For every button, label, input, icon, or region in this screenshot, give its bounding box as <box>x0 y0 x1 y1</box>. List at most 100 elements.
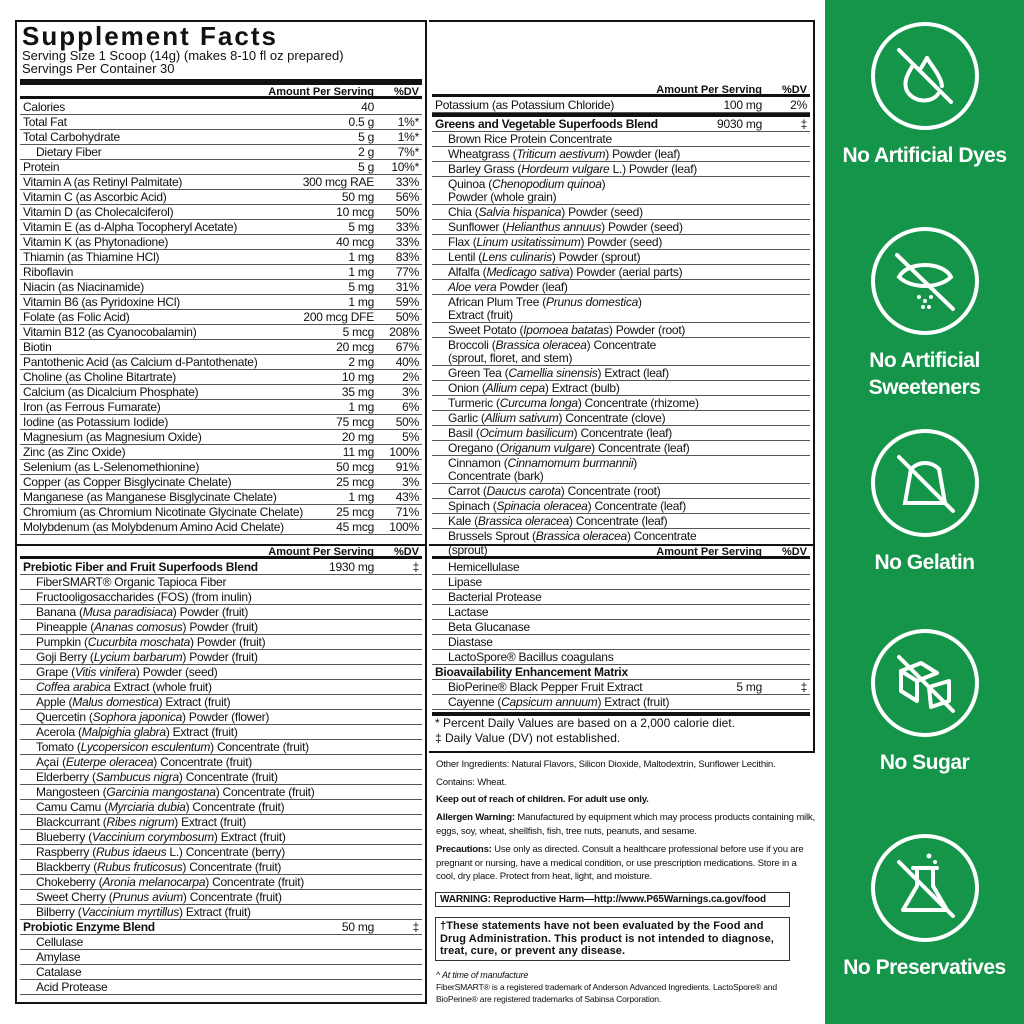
ingredient-name: BioPerine® Black Pepper Fruit Extract <box>435 680 810 694</box>
ingredient-name: Coffea arabica Extract (whole fruit) <box>23 680 422 694</box>
ingredient-name: Sunflower (Helianthus annuus) Powder (se… <box>435 220 810 234</box>
latin-name: Cucurbita moschata <box>87 635 190 649</box>
table-row: Green Tea (Camellia sinensis) Extract (l… <box>432 366 810 381</box>
prebiotic-blend-list: Prebiotic Fiber and Fruit Superfoods Ble… <box>17 560 425 995</box>
ingredient-name: Prebiotic Fiber and Fruit Superfoods Ble… <box>23 560 422 574</box>
amount-per-serving: 20 mcg <box>336 340 374 354</box>
ingredient-detail: ) Extract (fruit) <box>179 905 251 919</box>
percent-daily-value: 1%* <box>397 115 420 129</box>
ingredient-name: Thiamin (as Thiamine HCl) <box>23 250 422 264</box>
latin-name: Musa paradisiaca <box>82 605 173 619</box>
ingredient-name: Greens and Vegetable Superfoods Blend <box>435 117 810 131</box>
table-row: Vitamin K (as Phytonadione) 40 mcg 33% <box>20 235 422 250</box>
ingredient-name: Total Fat <box>23 115 422 129</box>
latin-name: Ipomoea batatas <box>523 323 609 337</box>
table-row: Catalase <box>20 965 422 980</box>
fda-disclaimer: †These statements have not been evaluate… <box>435 917 790 961</box>
table-row: Manganese (as Manganese Bisglycinate Che… <box>20 490 422 505</box>
ingredient-detail: ) Extract (fruit) <box>448 295 642 322</box>
ingredient-name: Sweet Cherry (Prunus avium) Concentrate … <box>23 890 422 904</box>
ingredient-name: Molybdenum (as Molybdenum Amino Acid Che… <box>23 520 422 534</box>
column-header: Amount Per Serving %DV <box>20 545 422 559</box>
ingredient-name-text: Tomato ( <box>36 740 81 754</box>
ingredient-name: Cellulase <box>23 935 422 949</box>
precautions-text: Use only as directed. Consult a healthca… <box>436 844 804 882</box>
table-row: Alfalfa (Medicago sativa) Powder (aerial… <box>432 265 810 280</box>
table-row: Spinach (Spinacia oleracea) Concentrate … <box>432 499 810 514</box>
table-row: Chromium (as Chromium Nicotinate Glycina… <box>20 505 422 520</box>
ingredient-detail: ) Concentrate (fruit) <box>182 860 282 874</box>
ingredient-name: Potassium (as Potassium Chloride) <box>435 98 810 112</box>
serving-size: Serving Size 1 Scoop (14g) (makes 8-10 f… <box>22 48 344 63</box>
other-ingredients: Other Ingredients: Natural Flavors, Sili… <box>436 759 776 770</box>
amount-per-serving: 1 mg <box>348 490 374 504</box>
latin-name: Aloe vera <box>448 280 497 294</box>
ingredient-name-text: Goji Berry ( <box>36 650 94 664</box>
table-row: Carrot (Daucus carota) Concentrate (root… <box>432 484 810 499</box>
amount-per-serving: 25 mcg <box>336 505 374 519</box>
percent-daily-value: 77% <box>395 265 420 279</box>
ingredient-detail: ) Concentrate (fruit) <box>182 890 282 904</box>
percent-daily-value: 50% <box>395 205 420 219</box>
ingredient-name-text: Camu Camu ( <box>36 800 108 814</box>
percent-daily-value: 6% <box>402 400 419 414</box>
ingredient-name: Niacin (as Niacinamide) <box>23 280 422 294</box>
amount-per-serving: 5 mg <box>348 220 374 234</box>
ingredient-name: Chokeberry (Aronia melanocarpa) Concentr… <box>23 875 422 889</box>
claims-sidebar: No Artificial Dyes No Artificial Sweeten… <box>825 0 1024 1024</box>
ingredient-name-text: Hemicellulase <box>448 560 520 574</box>
amount-per-serving: 200 mcg DFE <box>303 310 374 324</box>
ingredient-name-text: Zinc (as Zinc Oxide) <box>23 445 126 459</box>
table-row: Coffea arabica Extract (whole fruit) <box>20 680 422 695</box>
ingredient-name: Brown Rice Protein Concentrate <box>435 132 810 146</box>
ingredient-name-text: Choline (as Choline Bitartrate) <box>23 370 176 384</box>
table-row: Vitamin C (as Ascorbic Acid) 50 mg 56% <box>20 190 422 205</box>
table-row: BioPerine® Black Pepper Fruit Extract 5 m… <box>432 680 810 695</box>
ingredient-name: Pineapple (Ananas comosus) Powder (fruit… <box>23 620 422 634</box>
latin-name: Malus domestica <box>72 695 159 709</box>
percent-daily-value: 40% <box>395 355 420 369</box>
table-row: Elderberry (Sambucus nigra) Concentrate … <box>20 770 422 785</box>
percent-daily-value: ‡ <box>800 680 808 694</box>
amount-per-serving: 75 mcg <box>336 415 374 429</box>
ingredient-name-text: Niacin (as Niacinamide) <box>23 280 144 294</box>
ingredient-name-text: Cellulase <box>36 935 84 949</box>
table-row: Onion (Allium cepa) Extract (bulb) <box>432 381 810 396</box>
ingredient-detail: ) Extract (fruit) <box>158 695 231 709</box>
table-row: Turmeric (Curcuma longa) Concentrate (rh… <box>432 396 810 411</box>
table-row: Fructooligosaccharides (FOS) (from inuli… <box>20 590 422 605</box>
ingredient-name: Amylase <box>23 950 422 964</box>
table-row: Wheatgrass (Triticum aestivum) Powder (l… <box>432 147 810 162</box>
ingredient-name-text: Mangosteen ( <box>36 785 107 799</box>
ingredient-name-text: Elderberry ( <box>36 770 96 784</box>
table-row: Choline (as Choline Bitartrate) 10 mg 2% <box>20 370 422 385</box>
ingredient-detail: ) Concentrate (leaf) <box>587 499 687 513</box>
sugar-cube-slash-icon <box>870 629 979 737</box>
table-row: Iodine (as Potassium Iodide) 75 mcg 50% <box>20 415 422 430</box>
ingredient-name-text: Protein <box>23 160 60 174</box>
amount-per-serving: 1 mg <box>348 400 374 414</box>
ingredient-name: Beta Glucanase <box>435 620 810 634</box>
amount-per-serving: 100 mg <box>723 98 762 112</box>
amount-per-serving: 11 mg <box>342 445 374 459</box>
ingredient-name-text: Turmeric ( <box>448 396 500 410</box>
ingredient-name-text: Iron (as Ferrous Fumarate) <box>23 400 161 414</box>
ingredient-name-text: Prebiotic Fiber and Fruit Superfoods Ble… <box>23 560 258 574</box>
ingredient-name-text: Vitamin E (as d-Alpha Tocopheryl Acetate… <box>23 220 238 234</box>
ingredient-name-text: Apple ( <box>36 695 73 709</box>
ingredient-name: Mangosteen (Garcinia mangostana) Concent… <box>23 785 422 799</box>
ingredient-name-text: Sweet Potato ( <box>448 323 524 337</box>
percent-daily-value: 2% <box>790 98 807 112</box>
ingredient-name-text: Lipase <box>448 575 482 589</box>
ingredient-detail: ) Concentrate (fruit) <box>185 800 285 814</box>
badge-no-sugar: No Sugar <box>825 627 1024 776</box>
table-row: Potassium (as Potassium Chloride) 100 mg 2… <box>432 98 810 113</box>
table-row: Acerola (Malpighia glabra) Extract (frui… <box>20 725 422 740</box>
ingredient-name-text: Total Fat <box>23 115 67 129</box>
table-row: Chia (Salvia hispanica) Powder (seed) <box>432 205 810 220</box>
ingredient-name: Cayenne (Capsicum annuum) Extract (fruit… <box>435 695 810 709</box>
ingredient-name-text: Bioavailability Enhancement Matrix <box>435 665 628 679</box>
ingredient-name: Lentil (Lens culinaris) Powder (sprout) <box>435 250 810 264</box>
latin-name: Allium sativum <box>484 411 559 425</box>
table-row: Diastase <box>432 635 810 650</box>
